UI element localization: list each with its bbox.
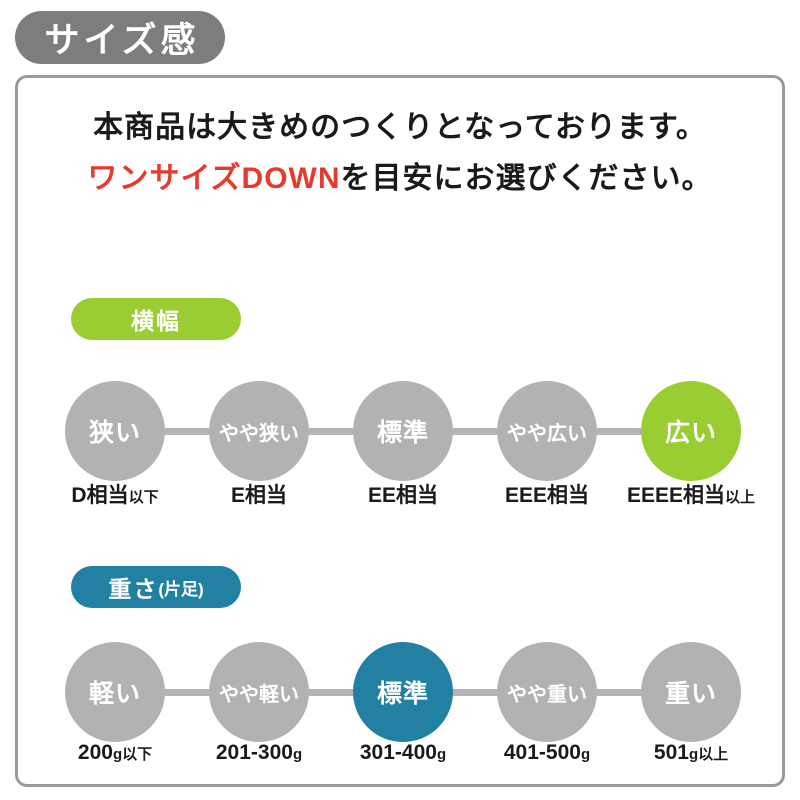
weight-value-301-400-suffix: g — [436, 746, 447, 763]
weight-value-301-400: 301-400g — [353, 741, 453, 771]
width-scale-row: 狭い やや狭い 標準 やや広い 広い — [65, 381, 741, 481]
weight-value-401-500-suffix: g — [580, 746, 591, 763]
size-feel-badge: サイズ感 — [15, 11, 225, 64]
width-value-eeee-suffix: 以上 — [725, 489, 756, 506]
weight-value-301-400-main: 301-400 — [359, 741, 437, 764]
weight-value-200-main: 200 — [77, 741, 113, 764]
width-step-wide-active: 広い — [641, 381, 741, 481]
size-guide-panel: 本商品は大きめのつくりとなっております。 ワンサイズDOWNを目安にお選びくださ… — [15, 75, 785, 787]
weight-value-401-500: 401-500g — [497, 741, 597, 771]
weight-scale-row: 軽い やや軽い 標準 やや重い 重い — [65, 642, 741, 742]
weight-value-401-500-main: 401-500 — [503, 741, 581, 764]
weight-step-slightly-light: やや軽い — [209, 642, 309, 742]
width-value-labels: D相当以下 E相当 EE相当 EEE相当 EEEE相当以上 — [65, 479, 755, 509]
intro-line-1: 本商品は大きめのつくりとなっております。 — [93, 111, 707, 144]
width-value-d-main: D相当 — [71, 484, 129, 507]
width-value-eeee: EEEE相当以上 — [627, 479, 755, 509]
width-value-e: E相当 — [209, 479, 309, 509]
weight-value-501-suffix: g以上 — [688, 746, 729, 763]
weight-value-201-300: 201-300g — [209, 741, 309, 771]
width-value-ee: EE相当 — [353, 479, 453, 509]
width-step-narrow: 狭い — [65, 381, 165, 481]
width-step-slightly-wide: やや広い — [497, 381, 597, 481]
intro-line-2-rest: を目安にお選びください。 — [340, 162, 713, 195]
intro-highlight-one-size-down: ワンサイズDOWN — [87, 162, 341, 195]
width-step-standard: 標準 — [353, 381, 453, 481]
weight-step-standard-active: 標準 — [353, 642, 453, 742]
weight-value-200-suffix: g以下 — [112, 746, 153, 763]
width-step-slightly-narrow: やや狭い — [209, 381, 309, 481]
width-value-eeee-main: EEEE相当 — [626, 484, 726, 507]
weight-step-light: 軽い — [65, 642, 165, 742]
weight-value-501-main: 501 — [653, 741, 689, 764]
intro-line-2: ワンサイズDOWNを目安にお選びください。 — [18, 153, 782, 204]
width-value-eee-main: EEE相当 — [504, 484, 590, 507]
weight-value-201-300-suffix: g — [292, 746, 303, 763]
width-value-ee-main: EE相当 — [367, 484, 439, 507]
weight-step-heavy: 重い — [641, 642, 741, 742]
weight-value-200: 200g以下 — [65, 741, 165, 771]
width-value-eee: EEE相当 — [497, 479, 597, 509]
width-value-d-suffix: 以下 — [128, 489, 159, 506]
weight-section-pill: 重さ (片足) — [71, 566, 241, 608]
width-section-label: 横幅 — [131, 308, 181, 334]
intro-text: 本商品は大きめのつくりとなっております。 ワンサイズDOWNを目安にお選びくださ… — [18, 102, 782, 204]
weight-step-slightly-heavy: やや重い — [497, 642, 597, 742]
width-section-pill: 横幅 — [71, 298, 241, 340]
width-value-e-main: E相当 — [230, 484, 288, 507]
weight-value-201-300-main: 201-300 — [215, 741, 293, 764]
weight-value-501: 501g以上 — [641, 741, 741, 771]
width-value-d: D相当以下 — [65, 479, 165, 509]
weight-value-labels: 200g以下 201-300g 301-400g 401-500g 501g以上 — [65, 741, 741, 771]
weight-section-label: 重さ — [108, 576, 159, 602]
weight-section-label-suffix: (片足) — [158, 579, 204, 599]
